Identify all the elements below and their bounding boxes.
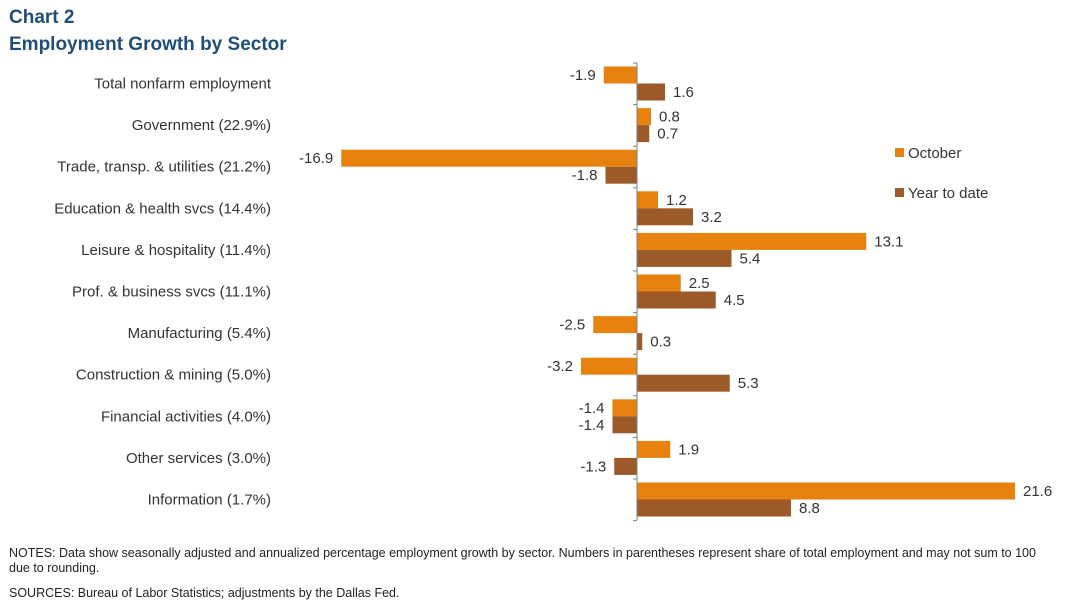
- data-label: -1.4: [579, 400, 605, 417]
- data-label: 5.3: [738, 375, 759, 392]
- data-label: 13.1: [874, 233, 903, 250]
- category-label: Other services (3.0%): [126, 450, 271, 467]
- data-label: 0.8: [659, 109, 680, 126]
- category-label: Financial activities (4.0%): [101, 408, 271, 425]
- ytd-bar: [637, 333, 643, 351]
- legend-swatch: [895, 188, 904, 197]
- data-label: -1.4: [579, 417, 605, 434]
- data-label: 1.9: [678, 441, 699, 458]
- data-label: 0.3: [650, 334, 671, 351]
- data-label: 21.6: [1023, 483, 1052, 500]
- october-bar: [637, 191, 658, 209]
- ytd-bar: [614, 457, 637, 475]
- data-label: -2.5: [559, 317, 585, 334]
- data-label: 3.2: [701, 209, 722, 226]
- october-bar: [603, 66, 637, 84]
- data-label: -1.8: [572, 167, 598, 184]
- ytd-bar: [605, 166, 637, 184]
- chart-title: Employment Growth by Sector: [9, 34, 287, 55]
- october-bar: [341, 149, 637, 167]
- category-label: Prof. & business svcs (11.1%): [72, 284, 271, 301]
- october-bar: [637, 108, 651, 126]
- data-label: 2.5: [689, 275, 710, 292]
- ytd-bar: [637, 291, 716, 309]
- data-label: 5.4: [740, 250, 761, 267]
- ytd-bar: [637, 499, 791, 517]
- data-label: 1.6: [673, 84, 694, 101]
- category-label: Construction & mining (5.0%): [76, 367, 271, 384]
- october-bar: [637, 232, 867, 250]
- sources-text: SOURCES: Bureau of Labor Statistics; adj…: [9, 586, 400, 600]
- october-bar: [637, 274, 681, 292]
- legend-swatch: [895, 148, 904, 157]
- category-label: Leisure & hospitality (11.4%): [81, 242, 271, 259]
- data-label: -3.2: [547, 358, 573, 375]
- data-label: -1.9: [570, 67, 596, 84]
- category-label: Education & health svcs (14.4%): [54, 200, 271, 217]
- october-bar: [593, 316, 637, 334]
- category-label: Manufacturing (5.4%): [128, 325, 271, 342]
- category-label: Government (22.9%): [132, 117, 271, 134]
- data-label: -1.3: [580, 458, 606, 475]
- october-bar: [637, 440, 671, 458]
- ytd-bar: [637, 125, 650, 143]
- october-bar: [637, 482, 1015, 500]
- data-label: -16.9: [299, 150, 333, 167]
- data-label: 4.5: [724, 292, 745, 309]
- notes-text: NOTES: Data show seasonally adjusted and…: [9, 546, 1036, 575]
- bar-chart: Total nonfarm employment -1.9 1.6 Governmen…: [54, 62, 1052, 522]
- category-label: Trade, transp. & utilities (21.2%): [57, 159, 271, 176]
- chart-number: Chart 2: [9, 7, 75, 28]
- october-bar: [581, 357, 637, 375]
- category-label: Total nonfarm employment: [94, 76, 272, 93]
- october-bar: [612, 399, 637, 417]
- legend-label: October: [908, 145, 961, 162]
- ytd-bar: [637, 83, 665, 101]
- ytd-bar: [637, 208, 693, 226]
- data-label: 1.2: [666, 192, 687, 209]
- ytd-bar: [637, 374, 730, 392]
- legend-label: Year to date: [908, 185, 988, 202]
- data-label: 0.7: [657, 126, 678, 143]
- ytd-bar: [637, 249, 732, 267]
- ytd-bar: [612, 416, 637, 434]
- category-label: Information (1.7%): [148, 492, 271, 509]
- data-label: 8.8: [799, 500, 820, 517]
